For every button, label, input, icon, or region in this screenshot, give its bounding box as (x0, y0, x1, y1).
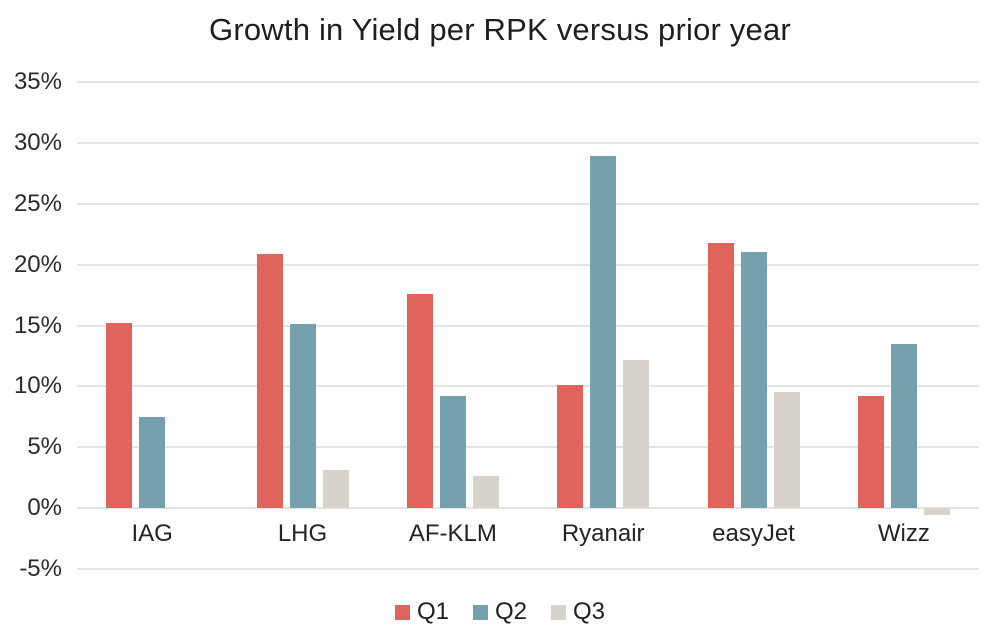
bar-LHG-Q3 (322, 470, 349, 509)
x-tick-label-Ryanair: Ryanair (561, 520, 645, 548)
gridline-20 (77, 263, 979, 266)
bar-easyJet-Q2 (740, 252, 767, 509)
legend-item-Q3: Q3 (551, 598, 605, 626)
legend-label-Q1: Q1 (416, 598, 449, 625)
bar-easyJet-Q1 (707, 242, 734, 509)
legend-swatch-Q3 (551, 604, 566, 620)
y-tick-label-25: 25% (13, 189, 62, 217)
bar-LHG-Q1 (256, 253, 283, 509)
legend-swatch-Q2 (472, 604, 488, 620)
plot-area: 35% 30% 25% 20% 15% 10% 5% 0% -5% IAG LHG AF-KLM Rya… (14, 69, 979, 582)
gridline--5 (77, 568, 979, 570)
bar-AF-KLM-Q3 (472, 476, 499, 509)
y-tick-label-30: 30% (13, 128, 62, 156)
legend: Q1 Q2 Q3 (0, 596, 1000, 628)
y-tick-label-35: 35% (13, 68, 62, 95)
bar-Wizz-Q2 (890, 343, 917, 509)
y-tick-label-5: 5% (27, 433, 62, 461)
legend-item-Q2: Q2 (472, 598, 527, 626)
bar-IAG-Q1 (106, 323, 133, 509)
bar-IAG-Q2 (139, 416, 166, 509)
x-tick-label-Wizz: Wizz (877, 520, 930, 548)
y-tick-label-0: 0% (27, 494, 62, 522)
x-tick-label-AF-KLM: AF-KLM (408, 520, 497, 548)
bar-AF-KLM-Q1 (406, 293, 433, 509)
y-tick-label-15: 15% (13, 311, 62, 339)
chart-title: Growth in Yield per RPK versus prior yea… (209, 12, 791, 47)
legend-label-Q3: Q3 (573, 598, 606, 625)
gridline-25 (77, 202, 979, 205)
legend-label-Q2: Q2 (494, 598, 527, 625)
bar-AF-KLM-Q2 (439, 396, 466, 509)
x-tick-label-IAG: IAG (131, 520, 173, 548)
y-tick-label-10: 10% (13, 372, 62, 400)
gridline-30 (77, 141, 979, 144)
gridline-0 (77, 507, 979, 510)
bar-Ryanair-Q2 (590, 156, 617, 509)
bar-LHG-Q2 (289, 324, 316, 509)
bar-Wizz-Q1 (857, 396, 884, 509)
x-tick-label-easyJet: easyJet (712, 520, 795, 548)
gridline-15 (77, 324, 979, 327)
y-tick-label-20: 20% (13, 250, 62, 278)
x-tick-label-LHG: LHG (277, 520, 328, 548)
bar-easyJet-Q3 (773, 392, 800, 509)
legend-swatch-Q1 (394, 604, 410, 620)
bar-Ryanair-Q1 (557, 385, 584, 509)
y-tick-label--5: -5% (19, 555, 62, 582)
gridline-5 (77, 446, 979, 449)
gridline-35 (77, 81, 979, 83)
legend-item-Q1: Q1 (394, 598, 449, 626)
bar-Wizz-Q3 (923, 508, 950, 516)
bar-Ryanair-Q3 (623, 359, 650, 509)
gridline-10 (77, 385, 979, 388)
